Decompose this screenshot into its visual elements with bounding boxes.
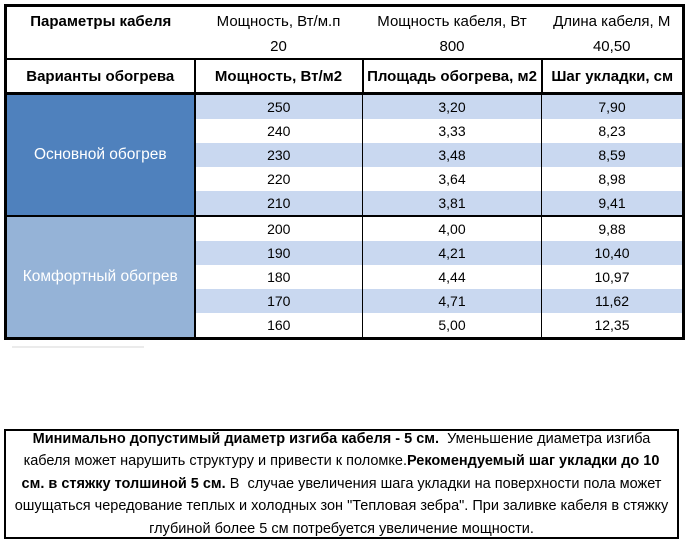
column-header-power: Мощность, Вт/м2 bbox=[193, 58, 363, 95]
note-box: Минимально допустимый диаметр изгиба каб… bbox=[4, 429, 679, 539]
table-row: 240 3,33 8,23 bbox=[6, 119, 684, 143]
cell-area: 4,44 bbox=[362, 265, 542, 289]
cell-power: 230 bbox=[193, 143, 363, 167]
params-value-cable-length: 40,50 bbox=[592, 38, 631, 55]
cell-area: 4,00 bbox=[362, 215, 542, 241]
cell-step: 7,90 bbox=[541, 93, 684, 119]
cell-power: 170 bbox=[193, 289, 363, 313]
page-break-line bbox=[12, 346, 144, 348]
note-segment: В случае увеличения шага укладки на пове… bbox=[14, 475, 669, 537]
params-value-cable-power: 800 bbox=[439, 38, 465, 55]
cell-step: 12,35 bbox=[541, 313, 684, 339]
table-row: 220 3,64 8,98 bbox=[6, 167, 684, 191]
cell-area: 3,48 bbox=[362, 143, 542, 167]
table-row: 180 4,44 10,97 bbox=[6, 265, 684, 289]
params-value-empty bbox=[6, 35, 195, 59]
note-segment: Минимально допустимый диаметр изгиба каб… bbox=[32, 430, 440, 447]
cell-area: 3,33 bbox=[362, 119, 542, 143]
cell-step: 8,23 bbox=[541, 119, 684, 143]
params-header-cable-power: Мощность кабеля, Вт bbox=[377, 12, 527, 30]
params-values-row: 20 800 40,50 bbox=[6, 35, 684, 59]
table-row: 190 4,21 10,40 bbox=[6, 241, 684, 265]
column-header-step: Шаг укладки, см bbox=[540, 58, 684, 95]
cell-power: 160 bbox=[193, 313, 363, 339]
cable-table: Параметры кабеля Мощность, Вт/м.п Мощнос… bbox=[4, 4, 685, 340]
table-row: Комфортный обогрев 200 4,00 9,88 bbox=[5, 215, 684, 339]
table-row: 210 3,81 9,41 bbox=[6, 191, 684, 216]
cell-power: 190 bbox=[193, 241, 363, 265]
cell-power: 250 bbox=[193, 93, 363, 119]
cell-step: 10,97 bbox=[541, 265, 684, 289]
cell-step: 10,40 bbox=[541, 241, 684, 265]
params-title: Параметры кабеля bbox=[30, 12, 172, 30]
cell-area: 3,20 bbox=[362, 93, 542, 119]
cell-area: 3,64 bbox=[362, 167, 542, 191]
cell-step: 9,41 bbox=[541, 191, 684, 216]
cell-area: 3,81 bbox=[362, 191, 542, 216]
table-header-row: Варианты обогрева Мощность, Вт/м2 Площад… bbox=[5, 58, 684, 95]
note-segment: Уменьшение диаметра изгиба кабеля может … bbox=[23, 430, 651, 470]
cell-power: 210 bbox=[193, 191, 363, 216]
params-value-power-per-m: 20 bbox=[270, 38, 287, 55]
table-row: 170 4,71 11,62 bbox=[6, 289, 684, 313]
note-segment: Рекомендуемый шаг укладки до 10 см. в ст… bbox=[21, 453, 660, 492]
cell-power: 220 bbox=[193, 167, 363, 191]
cell-step: 8,59 bbox=[541, 143, 684, 167]
params-header-cable-length: Длина кабеля, М bbox=[553, 12, 671, 30]
cell-area: 5,00 bbox=[362, 313, 542, 339]
cell-power: 180 bbox=[193, 265, 363, 289]
params-header-row: Параметры кабеля Мощность, Вт/м.п Мощнос… bbox=[6, 6, 684, 36]
table-row: 160 5,00 12,35 bbox=[6, 313, 684, 339]
table-row: 230 3,48 8,59 bbox=[6, 143, 684, 167]
section-label: Основной обогрев bbox=[5, 93, 195, 216]
cell-step: 8,98 bbox=[541, 167, 684, 191]
cell-area: 4,21 bbox=[362, 241, 542, 265]
params-header-power-per-m: Мощность, Вт/м.п bbox=[216, 12, 341, 30]
column-header-variants: Варианты обогрева bbox=[5, 58, 195, 95]
table-row: Основной обогрев 250 3,20 7,90 bbox=[5, 93, 684, 216]
cell-power: 200 bbox=[193, 215, 363, 241]
cell-step: 9,88 bbox=[541, 215, 684, 241]
cell-area: 4,71 bbox=[362, 289, 542, 313]
column-header-area: Площадь обогрева, м2 bbox=[361, 58, 542, 95]
note-text: Минимально допустимый диаметр изгиба каб… bbox=[6, 428, 677, 540]
cell-power: 240 bbox=[193, 119, 363, 143]
section-label: Комфортный обогрев bbox=[5, 215, 195, 339]
cell-step: 11,62 bbox=[541, 289, 684, 313]
